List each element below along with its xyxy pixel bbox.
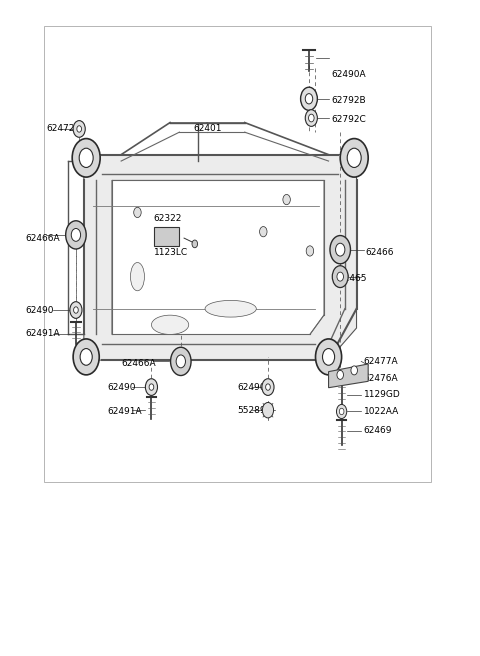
Text: 62490: 62490 xyxy=(25,306,54,314)
Circle shape xyxy=(337,272,344,281)
Text: 62792B: 62792B xyxy=(331,96,365,104)
Text: 62465: 62465 xyxy=(338,274,366,283)
Circle shape xyxy=(262,379,274,396)
Circle shape xyxy=(73,307,78,313)
Circle shape xyxy=(66,221,86,249)
Circle shape xyxy=(315,339,342,375)
Circle shape xyxy=(263,403,274,418)
Circle shape xyxy=(337,371,344,379)
Circle shape xyxy=(134,207,141,218)
Circle shape xyxy=(305,94,312,104)
Circle shape xyxy=(351,366,358,375)
Text: 62466: 62466 xyxy=(366,248,395,256)
Circle shape xyxy=(283,194,290,205)
Text: 62490A: 62490A xyxy=(331,70,365,79)
Circle shape xyxy=(145,379,157,396)
Text: 62466A: 62466A xyxy=(25,234,60,243)
Circle shape xyxy=(305,110,317,127)
Text: 1022AA: 1022AA xyxy=(363,407,399,416)
Text: 62401: 62401 xyxy=(193,125,222,133)
Circle shape xyxy=(176,355,185,368)
Text: 55289: 55289 xyxy=(238,405,266,415)
Text: 62491A: 62491A xyxy=(107,407,142,416)
Ellipse shape xyxy=(205,300,256,317)
Circle shape xyxy=(332,266,348,287)
Text: 62469: 62469 xyxy=(363,426,392,435)
Circle shape xyxy=(339,408,344,415)
Circle shape xyxy=(265,384,270,390)
Circle shape xyxy=(347,148,361,167)
Text: 62491A: 62491A xyxy=(25,329,60,338)
Circle shape xyxy=(300,87,317,110)
Text: 62490: 62490 xyxy=(107,382,136,392)
Text: 62792C: 62792C xyxy=(331,115,366,124)
Circle shape xyxy=(260,226,267,237)
Polygon shape xyxy=(84,155,357,360)
Circle shape xyxy=(71,228,81,241)
Text: 62477A: 62477A xyxy=(363,357,398,366)
Text: 1123LC: 1123LC xyxy=(154,248,188,256)
Circle shape xyxy=(170,347,191,375)
Circle shape xyxy=(79,148,93,167)
Circle shape xyxy=(340,138,368,177)
Circle shape xyxy=(336,243,345,256)
Text: 1129GD: 1129GD xyxy=(363,390,400,400)
Circle shape xyxy=(80,348,92,365)
Ellipse shape xyxy=(151,315,189,335)
Circle shape xyxy=(323,348,335,365)
Circle shape xyxy=(336,404,347,419)
Circle shape xyxy=(72,138,100,177)
Bar xyxy=(154,226,180,246)
Circle shape xyxy=(73,121,85,137)
Circle shape xyxy=(149,384,154,390)
Text: 62490: 62490 xyxy=(238,382,266,392)
Text: 62472: 62472 xyxy=(47,125,75,133)
Circle shape xyxy=(330,236,350,264)
Circle shape xyxy=(309,114,314,122)
Text: 62476A: 62476A xyxy=(363,373,398,382)
Circle shape xyxy=(73,339,99,375)
Polygon shape xyxy=(329,364,368,388)
Circle shape xyxy=(77,126,82,132)
Text: 62322: 62322 xyxy=(154,215,182,223)
Circle shape xyxy=(70,302,82,318)
Circle shape xyxy=(192,240,198,248)
Circle shape xyxy=(306,246,313,256)
Text: 62466A: 62466A xyxy=(121,359,156,368)
Ellipse shape xyxy=(131,262,144,291)
Polygon shape xyxy=(112,180,324,335)
